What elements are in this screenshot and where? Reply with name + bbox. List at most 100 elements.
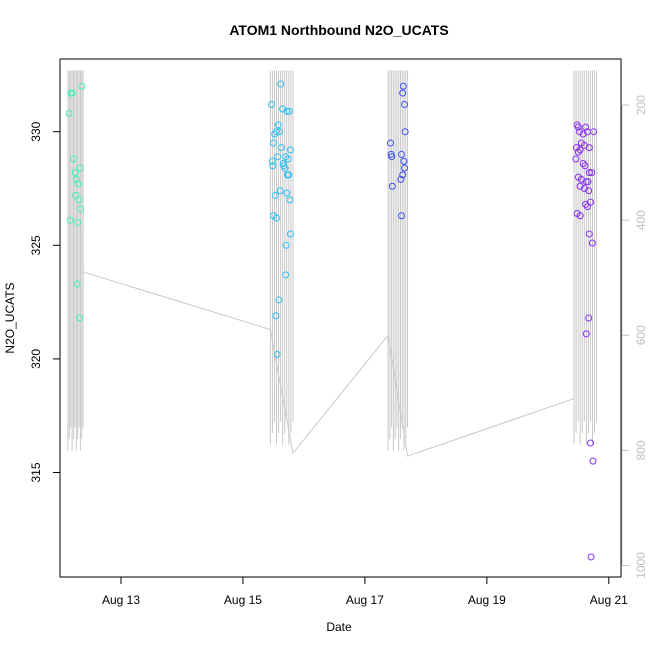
data-point — [283, 107, 291, 115]
data-point — [576, 212, 584, 220]
y-tick-label: 330 — [29, 121, 43, 141]
altitude-connector-line — [83, 271, 575, 457]
x-axis-label: Date — [326, 620, 352, 634]
data-point — [397, 212, 405, 220]
data-point — [286, 196, 294, 204]
data-point — [585, 187, 593, 195]
data-point — [76, 164, 84, 172]
data-point — [585, 314, 593, 322]
data-point — [74, 180, 82, 188]
data-point — [272, 312, 280, 320]
data-point — [75, 196, 83, 204]
data-point — [72, 175, 80, 183]
data-point — [281, 164, 289, 172]
data-point — [285, 107, 293, 115]
data-point — [589, 457, 597, 465]
data-point — [284, 155, 292, 163]
data-point — [397, 150, 405, 158]
data-point — [581, 162, 589, 170]
data-point — [588, 239, 596, 247]
data-point — [585, 144, 593, 152]
data-point — [582, 123, 590, 131]
data-point — [584, 178, 592, 186]
data-point — [268, 100, 276, 108]
data-point — [274, 153, 282, 161]
data-point — [274, 121, 282, 129]
x-tick-label: Aug 13 — [102, 593, 140, 607]
data-point — [572, 155, 580, 163]
data-point — [576, 182, 584, 190]
data-point — [388, 153, 396, 161]
data-point — [388, 182, 396, 190]
data-point — [387, 139, 395, 147]
data-point — [285, 171, 293, 179]
data-point — [269, 162, 277, 170]
data-point — [400, 157, 408, 165]
data-point — [271, 130, 279, 138]
data-point — [283, 189, 291, 197]
data-point — [276, 187, 284, 195]
data-point — [66, 216, 74, 224]
data-point — [399, 89, 407, 97]
data-point — [399, 171, 407, 179]
data-point — [401, 164, 409, 172]
data-point — [582, 330, 590, 338]
data-point — [583, 203, 591, 211]
data-point — [590, 128, 598, 136]
data-point — [275, 296, 283, 304]
data-point — [585, 230, 593, 238]
data-point — [574, 148, 582, 156]
data-point — [587, 439, 595, 447]
right-tick-label: 600 — [634, 325, 648, 345]
x-tick-label: Aug 21 — [590, 593, 628, 607]
data-point — [399, 82, 407, 90]
y-tick-label: 325 — [29, 235, 43, 255]
data-point — [576, 146, 584, 154]
data-point — [587, 553, 595, 561]
x-tick-label: Aug 15 — [224, 593, 262, 607]
data-point — [582, 200, 590, 208]
y-tick-label: 320 — [29, 349, 43, 369]
data-point — [576, 128, 584, 136]
data-point — [277, 144, 285, 152]
right-tick-label: 400 — [634, 210, 648, 230]
right-tick-label: 1000 — [634, 552, 648, 579]
y-axis: 315 320 325 330 — [29, 121, 60, 483]
data-point — [582, 178, 590, 186]
data-point — [268, 157, 276, 165]
data-point — [401, 100, 409, 108]
data-point — [282, 271, 290, 279]
data-point — [572, 144, 580, 152]
data-point — [401, 128, 409, 136]
chart-title: ATOM1 Northbound N2O_UCATS — [229, 22, 448, 38]
data-point — [286, 146, 294, 154]
x-tick-label: Aug 17 — [346, 593, 384, 607]
data-point — [272, 214, 280, 222]
plot-frame — [59, 58, 622, 578]
right-tick-label: 800 — [634, 440, 648, 460]
data-point — [580, 185, 588, 192]
data-points — [65, 80, 598, 561]
x-axis: Aug 13 Aug 15 Aug 17 Aug 19 Aug 21 — [102, 577, 628, 607]
data-point — [273, 350, 281, 358]
data-point — [71, 169, 79, 177]
data-point — [269, 139, 277, 147]
data-point — [76, 314, 84, 322]
y-axis-label: N2O_UCATS — [3, 282, 17, 353]
data-point — [579, 130, 587, 138]
data-point — [65, 110, 73, 118]
right-axis: 200 400 600 800 1000 — [621, 95, 648, 579]
data-point — [69, 155, 77, 163]
altitude-trace — [67, 70, 598, 457]
data-point — [286, 230, 294, 238]
data-point — [272, 128, 280, 136]
data-point — [78, 82, 86, 90]
data-point — [74, 219, 82, 227]
x-tick-label: Aug 19 — [468, 593, 506, 607]
data-point — [282, 241, 290, 249]
data-point — [579, 160, 587, 168]
data-point — [585, 169, 593, 177]
data-point — [73, 280, 81, 288]
